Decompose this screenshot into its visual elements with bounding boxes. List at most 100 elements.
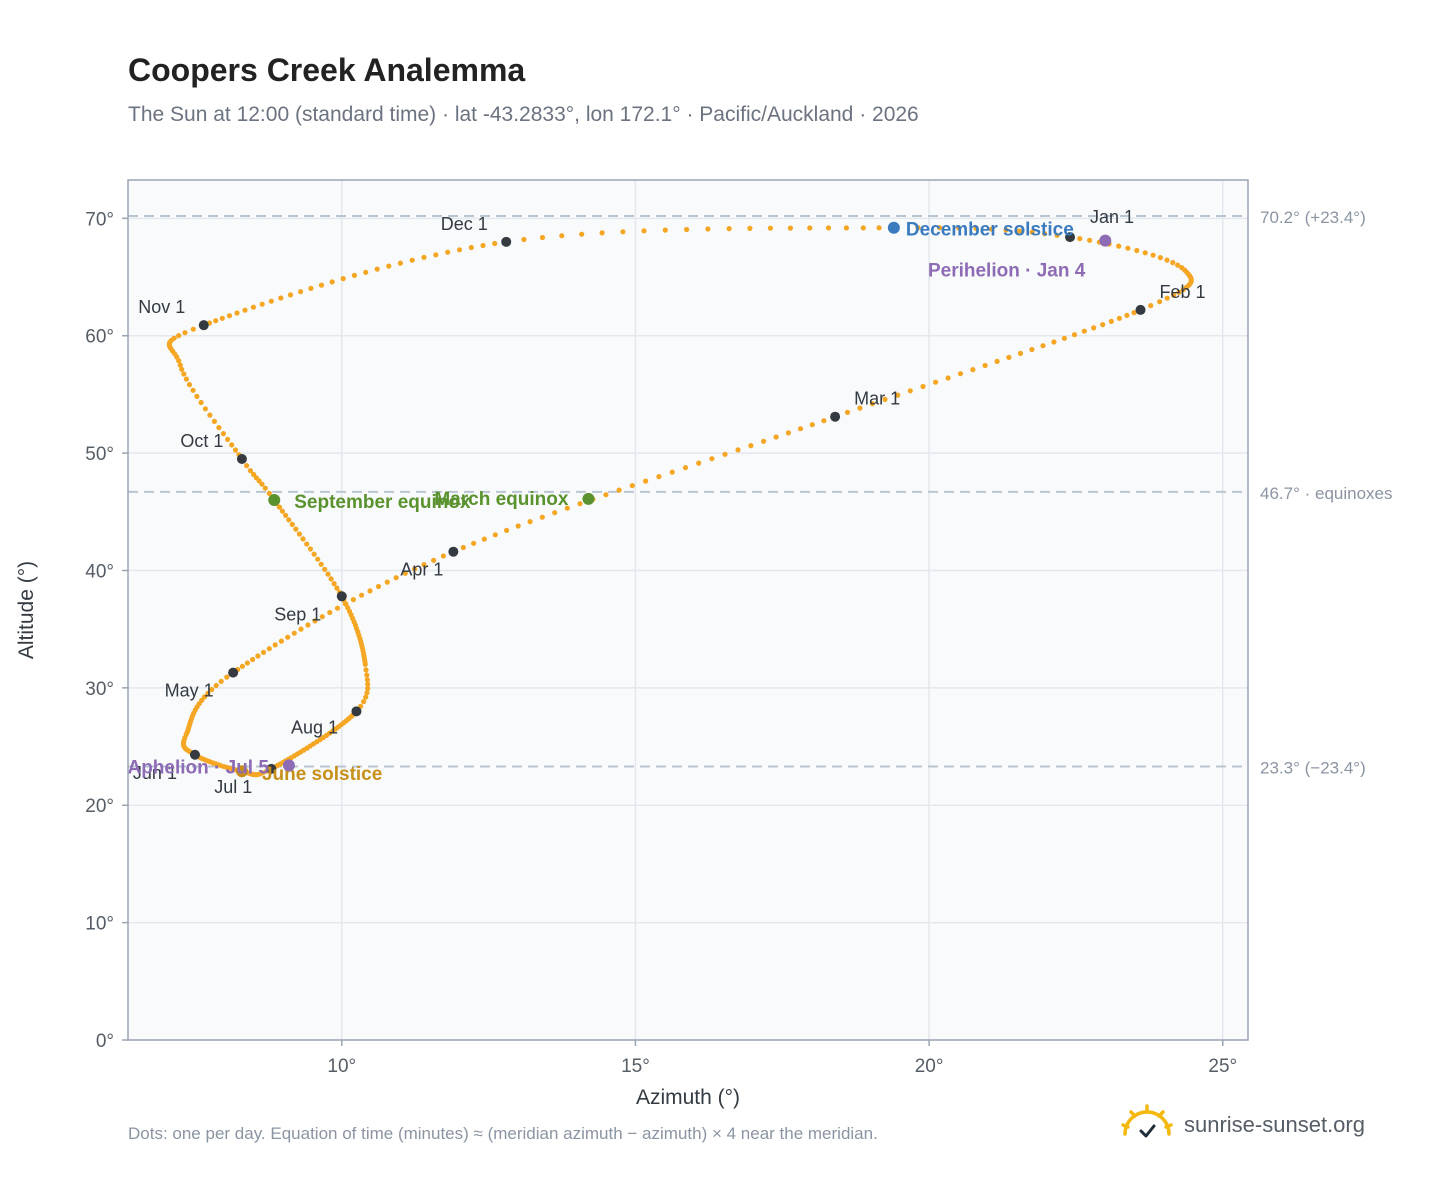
day-dot [177, 362, 183, 368]
day-dot [384, 579, 390, 585]
day-dot [393, 575, 399, 581]
event-marker [1099, 234, 1112, 247]
day-dot [293, 526, 299, 532]
day-dot [616, 487, 622, 493]
day-dot [1116, 315, 1122, 321]
day-dot [307, 546, 313, 552]
month-label: Aug 1 [291, 717, 338, 737]
day-dot [229, 442, 235, 448]
y-tick-label: 60° [85, 327, 114, 348]
month-markers: Jan 1 Feb 1 Mar 1 Apr 1 May 1 Jun 1 Jul 1 Aug 1… [133, 207, 1206, 797]
day-dot [1142, 250, 1148, 256]
day-dot [973, 225, 979, 231]
day-dot [1171, 292, 1177, 298]
plot-area [128, 180, 1248, 1040]
day-dot [244, 463, 250, 469]
month-label: Feb 1 [1160, 282, 1206, 302]
y-tick-label: 50° [85, 444, 114, 465]
day-dot [456, 247, 463, 253]
day-dot [1017, 350, 1024, 356]
month-marker [236, 453, 247, 464]
day-dot [481, 536, 487, 542]
day-dot [1131, 310, 1137, 316]
day-dot [364, 690, 370, 696]
day-dot [705, 226, 711, 232]
day-dot [328, 576, 334, 582]
day-dot [239, 663, 245, 669]
day-dot [312, 618, 318, 624]
day-dot [334, 605, 341, 611]
day-dot [194, 393, 200, 399]
day-dot [521, 236, 527, 243]
day-dot [809, 422, 815, 428]
day-dot [359, 592, 365, 598]
y-tick-label: 0° [96, 1031, 114, 1052]
month-marker [448, 546, 459, 557]
reference-lines: 70.2° (+23.4°) 46.7° · equinoxes 23.3° (−2… [128, 208, 1393, 778]
day-dot [1124, 312, 1130, 318]
month-marker [266, 763, 277, 774]
day-dot [684, 226, 690, 233]
day-dot [1116, 243, 1122, 249]
day-dot [300, 536, 306, 542]
day-dot [468, 244, 474, 251]
day-dot [857, 405, 863, 411]
day-dot [1175, 262, 1181, 268]
day-dot [412, 566, 418, 572]
day-dot [283, 512, 289, 519]
event-marker [268, 494, 281, 507]
y-tick-label: 20° [85, 796, 114, 817]
day-dot [211, 418, 217, 424]
day-dot [409, 257, 415, 263]
day-dot [748, 443, 754, 449]
day-dot [364, 672, 370, 678]
day-dot [620, 229, 626, 235]
day-dot [895, 392, 901, 398]
day-dot [291, 630, 297, 636]
day-dot [785, 430, 792, 436]
day-dot [364, 677, 370, 683]
day-dot [643, 478, 649, 484]
day-dot [367, 588, 373, 594]
day-dot [1091, 325, 1097, 331]
day-dot [982, 362, 988, 369]
day-dot [787, 225, 794, 231]
day-dot [198, 399, 204, 406]
day-dot [1180, 287, 1186, 293]
day-dot [319, 614, 325, 620]
month-label: Nov 1 [138, 297, 185, 317]
day-dot [322, 566, 328, 572]
y-tick-label: 10° [85, 914, 114, 935]
day-dot [315, 556, 321, 562]
day-dot [209, 686, 215, 693]
day-dot [331, 581, 337, 587]
day-dot [1108, 318, 1114, 324]
day-dot [182, 330, 188, 336]
brand-logo[interactable]: sunrise-sunset.org [1120, 1104, 1365, 1146]
event-label: June solstice [262, 764, 382, 785]
x-axis-label: Azimuth (°) [636, 1086, 740, 1109]
day-dot [629, 483, 635, 489]
day-dot [232, 447, 239, 453]
day-dot [287, 292, 294, 298]
day-dot [365, 681, 371, 687]
day-dot [386, 263, 392, 269]
month-marker [1135, 304, 1146, 315]
month-label: Apr 1 [400, 560, 443, 580]
day-dot [286, 517, 292, 523]
day-dot [696, 460, 702, 466]
day-dot [504, 527, 510, 534]
day-dot [327, 609, 333, 616]
day-dot [882, 396, 888, 402]
day-dot [433, 252, 439, 258]
month-label: May 1 [165, 681, 214, 701]
month-marker [189, 749, 200, 760]
day-dot [915, 225, 921, 231]
day-dot [844, 409, 851, 415]
day-dot [296, 531, 302, 537]
day-dot [350, 597, 356, 603]
day-dot [176, 333, 182, 339]
day-dot [247, 468, 253, 474]
day-dot [298, 626, 304, 632]
day-dot [325, 571, 331, 577]
